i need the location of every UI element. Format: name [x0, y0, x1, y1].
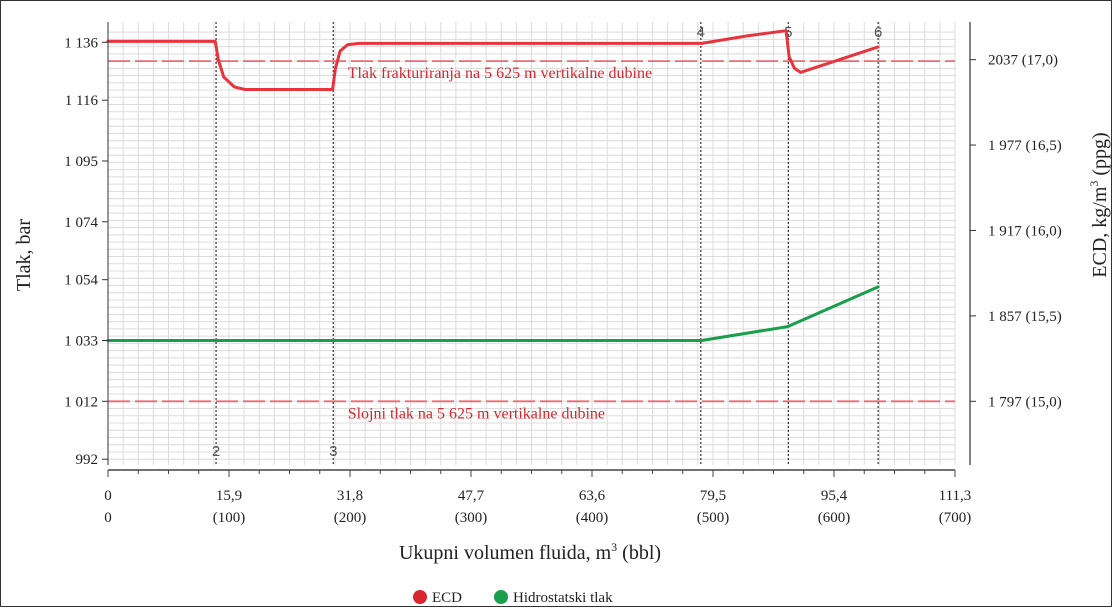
legend: ECD Hidrostatski tlak [413, 590, 613, 606]
reference-line-label: Tlak frakturiranja na 5 625 m vertikalne… [348, 65, 652, 82]
x-tick-label-m3: 47,7 [458, 488, 485, 504]
x-tick-label-m3: 63,6 [579, 488, 606, 504]
y-tick-label-left: 1 136 [64, 35, 98, 51]
y-tick-label-right: 1 797 (15,0) [988, 394, 1062, 410]
x-tick-label-bbl: (500) [697, 510, 730, 526]
event-marker-label: 2 [212, 443, 220, 460]
x-tick-label-m3: 111,3 [939, 488, 972, 504]
ecd-series-line [106, 29, 880, 91]
x-tick-label-m3: 31,8 [337, 488, 363, 504]
legend-swatch-ecd [413, 590, 427, 604]
y-tick-label-left: 1 074 [64, 215, 98, 231]
y-tick-label-left: 1 012 [64, 394, 98, 410]
x-tick-label-bbl: (700) [939, 510, 972, 526]
event-markers: 2 3 4 5 6 [212, 22, 882, 465]
reference-line-label: Slojni tlak na 5 625 m vertikalne dubine [348, 405, 605, 422]
x-tick-label-m3: 0 [104, 488, 112, 504]
y-axis-title-left: Tlak, bar [13, 219, 35, 292]
x-tick-label-bbl: (600) [818, 510, 851, 526]
y-tick-label-left: 1 033 [64, 333, 98, 349]
y-tick-label-left: 1 095 [64, 154, 98, 170]
reference-lines: Tlak frakturiranja na 5 625 m vertikalne… [108, 60, 955, 422]
hydrostatic-series-line [106, 285, 880, 342]
event-marker-label: 5 [784, 24, 792, 41]
x-tick-label-m3: 95,4 [821, 488, 848, 504]
x-tick-label-m3: 15,9 [216, 488, 242, 504]
y-tick-label-left: 1 116 [65, 93, 99, 109]
x-axis-title: Ukupni volumen fluida, m3 (bbl) [399, 540, 661, 564]
y-tick-label-left: 992 [76, 452, 99, 468]
grid [107, 22, 956, 465]
y-axis-title-right: ECD, kg/m3 (ppg) [1087, 132, 1111, 277]
y-tick-label-right: 2037 (17,0) [988, 53, 1058, 69]
x-tick-label-m3: 79,5 [700, 488, 726, 504]
event-marker-label: 3 [329, 443, 337, 460]
legend-label-ecd: ECD [432, 590, 462, 606]
event-marker-label: 4 [697, 24, 705, 41]
legend-swatch-hydrostatic [494, 590, 508, 604]
x-tick-label-bbl: (400) [576, 510, 609, 526]
y-tick-label-left: 1 054 [64, 273, 98, 289]
x-tick-label-bbl: (200) [334, 510, 367, 526]
legend-label-hydrostatic: Hidrostatski tlak [513, 590, 613, 606]
series-lines [106, 29, 880, 342]
x-tick-label-bbl: 0 [104, 510, 112, 526]
x-tick-label-bbl: (300) [455, 510, 488, 526]
y-tick-label-right: 1 857 (15,5) [988, 309, 1062, 325]
y-tick-label-right: 1 977 (16,5) [988, 138, 1062, 154]
x-tick-label-bbl: (100) [213, 510, 246, 526]
event-marker-label: 6 [874, 24, 882, 41]
y-tick-label-right: 1 917 (16,0) [988, 223, 1062, 239]
